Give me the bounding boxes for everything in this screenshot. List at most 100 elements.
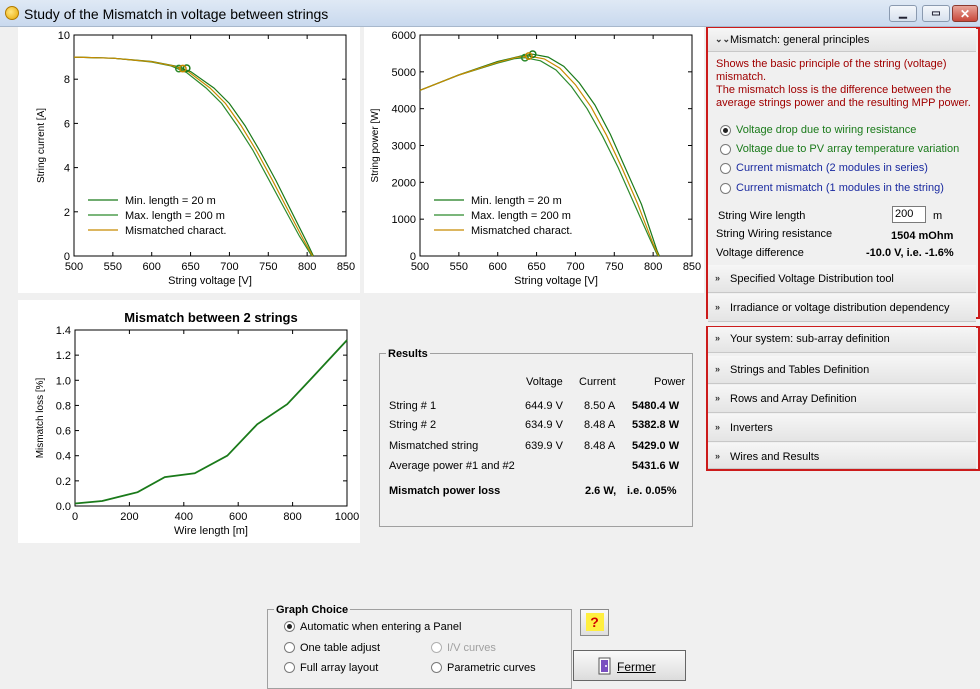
x-tick-label: 750 [259, 261, 277, 273]
maximize-button[interactable]: ▭ [922, 5, 950, 22]
y-tick-label: 6000 [392, 30, 416, 42]
row2-power: 5382.8 W [632, 419, 680, 431]
results-group: Results Voltage Current Power String # 1… [379, 348, 693, 527]
mpp-marker [174, 64, 183, 73]
graph-choice-title: Graph Choice [274, 604, 351, 616]
minimize-icon: ▁ [899, 8, 907, 19]
y-tick-label: 4000 [392, 104, 416, 116]
x-tick-label: 200 [120, 511, 138, 523]
y-axis-label: String power [W] [370, 108, 381, 182]
header-power: Power [654, 376, 686, 388]
x-tick-label: 700 [566, 261, 584, 273]
section-label: Strings and Tables Definition [730, 364, 870, 376]
radio-temperature[interactable] [720, 144, 731, 155]
minimize-button[interactable]: ▁ [889, 5, 917, 22]
radio-voltage-drop[interactable] [720, 125, 731, 136]
help-icon: ? [585, 613, 604, 631]
section-label: Irradiance or voltage distribution depen… [730, 302, 950, 314]
radio-full-array[interactable] [284, 662, 295, 673]
mismatch-chart: 0 200 400 600 800 1000 0.0 0.2 0.4 0.6 0.8 1.0 1.2 1.… [35, 310, 359, 537]
radio-current-2[interactable] [720, 163, 731, 174]
option-current-1-label: Current mismatch (1 modules in the strin… [736, 182, 944, 194]
average-value: 5431.6 W [632, 460, 680, 472]
wire-length-input[interactable]: 200 [892, 206, 926, 223]
x-tick-label: 550 [104, 261, 122, 273]
chart-title: Mismatch between 2 strings [124, 310, 297, 325]
option-parametric-label: Parametric curves [447, 662, 536, 674]
legend-entry: Mismatched charact. [471, 225, 572, 237]
section-inverters[interactable]: » Inverters [708, 414, 976, 442]
radio-one-table[interactable] [284, 642, 295, 653]
x-tick-label: 600 [143, 261, 161, 273]
series-line [419, 57, 659, 257]
title-bar: Study of the Mismatch in voltage between… [0, 0, 980, 27]
results-title: Results [386, 348, 430, 360]
option-automatic-label: Automatic when entering a Panel [300, 621, 462, 633]
maximize-icon: ▭ [931, 8, 941, 19]
chevron-right-icon: » [715, 302, 721, 312]
chevron-right-icon: » [715, 364, 721, 374]
window-title: Study of the Mismatch in voltage between… [24, 6, 329, 22]
resistance-value: 1504 mOhm [891, 230, 954, 242]
section-label: Inverters [730, 422, 773, 434]
power-chart-panel: 500 550 600 650 700 750 800 850 0 1000 2000 3000 400… [364, 27, 704, 293]
chevron-right-icon: » [715, 422, 721, 432]
y-tick-label: 1.2 [56, 350, 71, 362]
legend-entry: Max. length = 200 m [125, 210, 225, 222]
y-tick-label: 0.6 [56, 426, 71, 438]
series-line [74, 339, 348, 505]
wire-length-unit: m [933, 210, 943, 222]
legend-entry: Max. length = 200 m [471, 210, 571, 222]
chevron-right-icon: » [715, 393, 721, 403]
x-axis-label: Wire length [m] [174, 525, 248, 537]
close-button[interactable]: ✕ [952, 5, 978, 22]
voltage-diff-label: Voltage difference [716, 247, 804, 259]
y-tick-label: 0 [410, 251, 416, 263]
radio-automatic[interactable] [284, 621, 295, 632]
y-tick-label: 4 [64, 163, 70, 175]
x-tick-label: 800 [298, 261, 316, 273]
row3-current: 8.48 A [584, 440, 616, 452]
legend-entry: Mismatched charact. [125, 225, 226, 237]
x-tick-label: 850 [683, 261, 701, 273]
chevron-down-icon: ⌄⌄ [715, 34, 731, 44]
description-line: mismatch. [716, 71, 767, 83]
option-current-2-label: Current mismatch (2 modules in series) [736, 162, 928, 174]
principles-description: Shows the basic principle of the string … [716, 58, 978, 110]
radio-current-1[interactable] [720, 183, 731, 194]
header-voltage: Voltage [526, 376, 563, 388]
wire-length-label: String Wire length [718, 210, 806, 222]
row3-label: Mismatched string [389, 440, 479, 452]
mpp-marker [520, 53, 529, 62]
x-tick-label: 650 [181, 261, 199, 273]
voltage-diff-value: -10.0 V, i.e. -1.6% [866, 247, 954, 259]
y-axis-label: String current [A] [36, 108, 47, 183]
radio-iv-curves[interactable] [431, 642, 442, 653]
plot-frame [74, 329, 348, 507]
section-label: Rows and Array Definition [730, 393, 857, 405]
radio-parametric[interactable] [431, 662, 442, 673]
x-axis-label: String voltage [V] [514, 275, 598, 287]
section-label: Specified Voltage Distribution tool [730, 273, 894, 285]
fermer-button[interactable]: Fermer [573, 650, 686, 681]
series-line [419, 55, 660, 257]
section-rows-array[interactable]: » Rows and Array Definition [708, 385, 976, 413]
x-tick-label: 800 [283, 511, 301, 523]
y-tick-label: 0.8 [56, 400, 71, 412]
help-button[interactable]: ? [580, 609, 609, 636]
app-icon [5, 6, 19, 20]
section-voltage-distribution[interactable]: » Specified Voltage Distribution tool [708, 265, 976, 293]
option-one-table-label: One table adjust [300, 642, 381, 654]
section-irradiance-dependency[interactable]: » Irradiance or voltage distribution dep… [708, 294, 976, 322]
principles-header[interactable]: ⌄⌄ Mismatch: general principles [708, 28, 976, 52]
x-tick-label: 600 [229, 511, 247, 523]
power-chart: 500 550 600 650 700 750 800 850 0 1000 2000 3000 400… [370, 30, 701, 287]
series-line [419, 53, 660, 257]
section-strings-tables[interactable]: » Strings and Tables Definition [708, 356, 976, 384]
y-tick-label: 2 [64, 207, 70, 219]
x-tick-label: 0 [72, 511, 78, 523]
x-tick-label: 550 [450, 261, 468, 273]
section-sub-array[interactable]: » Your system: sub-array definition [708, 327, 976, 353]
option-temperature-label: Voltage due to PV array temperature vari… [736, 143, 960, 155]
section-wires-results[interactable]: » Wires and Results [708, 443, 976, 469]
